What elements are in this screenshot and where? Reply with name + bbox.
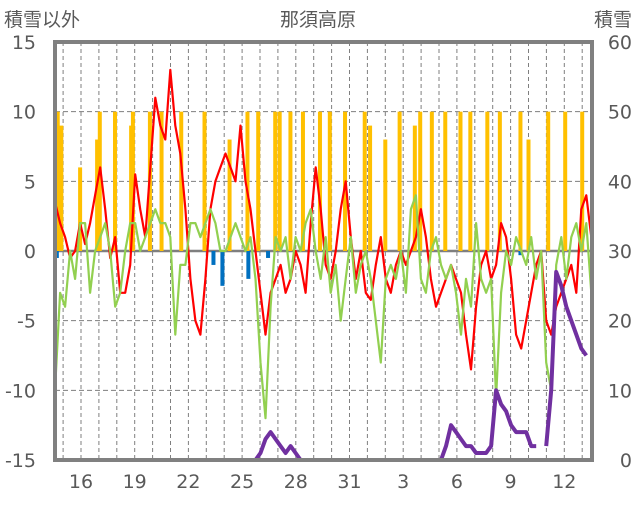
orange-bar: [383, 139, 388, 251]
plot-frame: [53, 40, 594, 462]
orange-bar: [159, 111, 164, 252]
orange-bar: [227, 139, 232, 251]
orange-bar: [580, 111, 585, 252]
orange-bar: [288, 111, 293, 252]
x-tick-label: 31: [337, 471, 361, 493]
orange-bar: [245, 111, 250, 252]
orange-bar: [418, 111, 423, 252]
blue-bar: [266, 251, 271, 258]
orange-bar: [78, 167, 83, 251]
orange-bar: [273, 111, 278, 252]
orange-bar: [113, 111, 118, 252]
right-tick-label: 50: [608, 102, 632, 124]
orange-bar: [327, 111, 332, 252]
orange-bar: [468, 111, 473, 252]
orange-bar: [95, 139, 100, 251]
right-tick-label: 0: [620, 450, 632, 472]
bar-series: [54, 111, 585, 286]
right-tick-label: 60: [608, 32, 632, 54]
right-tick-label: 30: [608, 241, 632, 263]
x-tick-label: 28: [284, 471, 308, 493]
x-tick-label: 22: [176, 471, 200, 493]
left-tick-label: -5: [17, 311, 36, 333]
right-axis-title: 積雪: [594, 9, 632, 31]
orange-bar: [300, 111, 305, 252]
x-tick-label: 12: [552, 471, 576, 493]
orange-bar: [59, 125, 64, 251]
left-tick-label: 15: [12, 32, 36, 54]
blue-bar: [246, 251, 251, 279]
blue-bar: [518, 251, 523, 256]
x-tick-label: 9: [505, 471, 517, 493]
orange-bar: [443, 111, 448, 252]
orange-bar: [202, 111, 207, 252]
orange-bar: [179, 111, 184, 252]
orange-bar: [526, 139, 531, 251]
x-tick-label: 25: [230, 471, 254, 493]
orange-bar: [485, 111, 490, 252]
blue-bar: [220, 251, 225, 286]
orange-bar: [546, 111, 551, 252]
orange-bar: [497, 111, 502, 252]
orange-bar: [397, 111, 402, 252]
orange-bar: [368, 125, 373, 251]
red-series-line: [53, 68, 593, 371]
chart-title: 那須高原: [280, 9, 356, 31]
orange-bar: [518, 111, 523, 252]
orange-bar: [429, 111, 434, 252]
right-tick-label: 40: [608, 171, 632, 193]
x-tick-label: 3: [397, 471, 409, 493]
axes: -15 -10 -5 0 5 10 15 0 10 20 30 40 50 60 16 19 22 25 28 31 3…: [5, 32, 632, 493]
left-tick-label: 0: [24, 241, 36, 263]
x-tick-label: 16: [69, 471, 93, 493]
left-tick-label: 10: [12, 102, 36, 124]
orange-bar: [563, 111, 568, 252]
orange-bar: [412, 125, 417, 251]
x-tick-label: 6: [451, 471, 463, 493]
x-tick-label: 19: [123, 471, 147, 493]
green-series-line: [53, 194, 593, 420]
orange-bar: [317, 111, 322, 252]
right-tick-label: 10: [608, 380, 632, 402]
left-tick-label: -15: [5, 450, 36, 472]
orange-bar: [362, 111, 367, 252]
orange-bar: [97, 111, 102, 252]
left-axis-title: 積雪以外: [4, 9, 80, 31]
left-tick-label: -10: [5, 380, 36, 402]
right-tick-label: 20: [608, 311, 632, 333]
orange-bar: [130, 111, 135, 252]
orange-bar: [55, 111, 60, 252]
orange-bar: [458, 111, 463, 252]
left-tick-label: 5: [24, 171, 36, 193]
orange-bar: [277, 111, 282, 252]
orange-bar: [256, 111, 261, 252]
blue-bar: [211, 251, 216, 265]
